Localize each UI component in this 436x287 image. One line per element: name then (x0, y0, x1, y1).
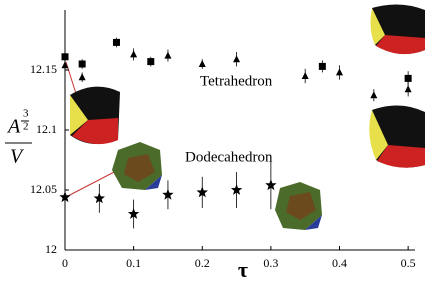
point (78, 73, 86, 81)
y-label-base: A (6, 116, 21, 138)
point (164, 51, 172, 59)
point (233, 55, 241, 63)
y-axis-label: A 3 2 V (5, 108, 32, 168)
y-label-exp-top: 3 (23, 108, 29, 120)
point (265, 179, 277, 191)
y-tick-label: 12 (45, 242, 57, 256)
point (404, 85, 412, 93)
point (147, 58, 155, 66)
point (162, 188, 174, 200)
point (336, 68, 344, 76)
point (230, 184, 243, 195)
point (59, 191, 71, 203)
point (112, 38, 120, 46)
x-axis-label: τ (238, 257, 248, 282)
y-label-denominator: V (10, 146, 25, 168)
decoration (65, 4, 425, 230)
x-tick-label: 0.2 (195, 256, 210, 270)
point (370, 91, 378, 99)
point (61, 61, 69, 69)
point (130, 50, 138, 58)
x-tick-label: 0 (62, 256, 68, 270)
y-tick-label: 12.15 (30, 62, 57, 76)
x-tick-label: 0.3 (263, 256, 278, 270)
y-tick-label: 12.05 (30, 182, 57, 196)
point (127, 208, 140, 219)
point (318, 62, 326, 70)
annotation: Dodecahedron (185, 149, 273, 165)
y-tick-label: 12.1 (36, 122, 57, 136)
point (198, 60, 206, 67)
x-tick-label: 0.1 (126, 256, 141, 270)
y-label-exp-bottom: 2 (23, 121, 29, 133)
x-tick-label: 0.4 (332, 256, 347, 270)
point (404, 74, 412, 82)
x-tick-label: 0.5 (401, 256, 416, 270)
point (301, 72, 309, 79)
point (196, 186, 208, 198)
point (61, 53, 69, 61)
annotation: Tetrahedron (200, 73, 273, 89)
point (93, 192, 105, 204)
point (78, 60, 86, 68)
